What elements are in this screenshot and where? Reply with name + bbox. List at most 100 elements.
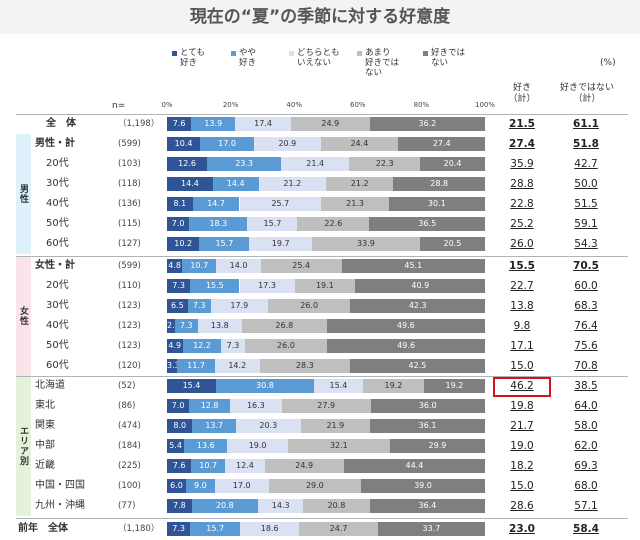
bar-segment: 49.6 (326, 319, 485, 333)
bar-segment: 14.0 (216, 259, 261, 273)
row-label: 40代 (46, 198, 69, 209)
like-total-value: 22.8 (510, 198, 534, 210)
bar-segment: 7.8 (167, 499, 192, 513)
bar-segment: 11.7 (177, 359, 215, 373)
like-total-value: 15.0 (510, 480, 534, 492)
row-label: 50代 (46, 218, 69, 229)
bar-segment: 21.2 (326, 177, 394, 191)
group-divider (16, 256, 628, 257)
bar-segment: 36.0 (370, 399, 485, 413)
dislike-total-value: 70.5 (573, 260, 599, 272)
bar-segment: 5.4 (167, 439, 185, 453)
row-n: (123) (118, 321, 141, 331)
dislike-total-value: 61.1 (573, 118, 599, 130)
x-tick-label: 60% (350, 101, 366, 109)
bar-segment: 40.9 (355, 279, 486, 293)
bar-segment: 44.4 (343, 459, 485, 473)
bar-segment: 7.3 (167, 279, 191, 293)
bar-segment: 26.8 (241, 319, 327, 333)
bar-segment: 39.0 (360, 479, 485, 493)
group-divider (16, 376, 628, 377)
bar-segment: 3.3 (167, 359, 180, 373)
x-tick-label: 40% (286, 101, 302, 109)
row-n: (136) (118, 199, 141, 209)
group-label-text: エリア別 (18, 426, 28, 466)
row-label: 九州・沖縄 (35, 500, 85, 511)
like-total-value: 22.7 (510, 280, 534, 292)
dislike-total-value: 64.0 (574, 400, 598, 412)
dislike-total-value: 68.3 (574, 300, 598, 312)
legend-swatch (423, 51, 428, 56)
row-n: （1,180） (118, 524, 160, 534)
bar-segment: 20.8 (191, 499, 258, 513)
bar-segment: 18.3 (189, 217, 248, 231)
row-label: 50代 (46, 340, 69, 351)
group-label-3: エリア別 (16, 376, 31, 516)
group-label-1: 男性 (16, 134, 31, 254)
bar-segment: 20.5 (419, 237, 485, 251)
dislike-total-value: 51.5 (574, 198, 598, 210)
row-label: 20代 (46, 158, 69, 169)
bar-segment: 7.6 (167, 459, 192, 473)
row-n: (86) (118, 401, 136, 411)
bar-segment: 20.8 (303, 499, 370, 513)
bar-segment: 32.1 (287, 439, 390, 453)
legend-swatch (172, 51, 177, 56)
row-label: 女性・計 (35, 260, 75, 271)
row-n: (127) (118, 239, 141, 249)
dislike-total-value: 76.4 (574, 320, 598, 332)
bar-segment: 14.4 (212, 177, 259, 191)
legend-swatch (357, 51, 362, 56)
row-label: 北海道 (35, 380, 65, 391)
bar-segment: 13.7 (192, 419, 236, 433)
row-label: 前年 全体 (18, 523, 68, 534)
bar-segment: 4.9 (167, 339, 183, 353)
bar-segment: 28.8 (393, 177, 485, 191)
row-n: (115) (118, 219, 141, 229)
bar-segment: 17.3 (239, 279, 295, 293)
bar-segment: 12.8 (189, 399, 230, 413)
dislike-total-value: 58.4 (573, 523, 599, 535)
bar-segment: 15.7 (199, 237, 250, 251)
bar-segment: 7.6 (167, 117, 192, 131)
bar-segment: 42.3 (350, 299, 485, 313)
bar-segment: 6.5 (167, 299, 188, 313)
dislike-total-value: 60.0 (574, 280, 598, 292)
legend-label: とても 好き (180, 48, 205, 68)
bar-segment: 10.2 (167, 237, 200, 251)
bar-segment: 24.9 (264, 459, 344, 473)
bar-segment: 12.4 (225, 459, 265, 473)
bar-segment: 7.3 (221, 339, 245, 353)
bar-segment: 21.4 (281, 157, 350, 171)
like-total-value: 15.0 (510, 360, 534, 372)
row-label: 20代 (46, 280, 69, 291)
bar-segment: 20.3 (236, 419, 301, 433)
legend-swatch (231, 51, 236, 56)
row-n: (225) (118, 461, 141, 471)
bar-segment: 20.9 (254, 137, 321, 151)
bar-segment: 15.4 (167, 379, 216, 393)
row-label: 近畿 (35, 460, 55, 471)
bar-segment: 2.4 (167, 319, 180, 333)
bar-segment: 27.4 (398, 137, 486, 151)
bar-segment: 17.4 (235, 117, 291, 131)
row-label: 全 体 (46, 118, 76, 129)
row-label: 60代 (46, 360, 69, 371)
dislike-total-value: 50.0 (574, 178, 598, 190)
bar-segment: 14.3 (257, 499, 304, 513)
bar-segment: 36.5 (369, 217, 486, 231)
group-label-text: 女性 (18, 306, 28, 326)
bar-segment: 49.6 (327, 339, 485, 353)
row-label: 男性・計 (35, 138, 75, 149)
dislike-total-value: 68.0 (574, 480, 598, 492)
bar-segment: 10.7 (182, 259, 217, 273)
bar-segment: 20.4 (420, 157, 485, 171)
bar-segment: 14.2 (214, 359, 260, 373)
like-total-value: 27.4 (509, 138, 535, 150)
bar-segment: 22.6 (297, 217, 370, 231)
bar-segment: 22.3 (349, 157, 421, 171)
bar-segment: 26.0 (244, 339, 328, 353)
dislike-total-value: 62.0 (574, 440, 598, 452)
row-label: 東北 (35, 400, 55, 411)
dislike-total-value: 57.1 (574, 500, 598, 512)
